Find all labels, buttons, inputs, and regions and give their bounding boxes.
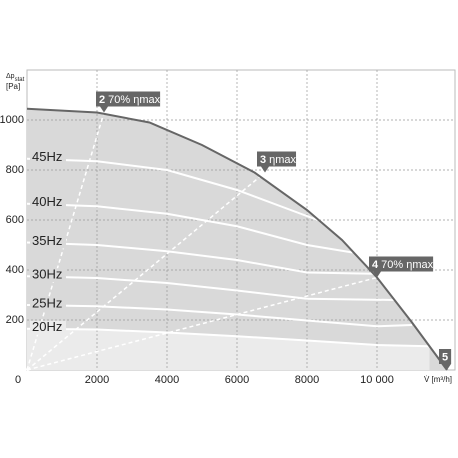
marker-text: 3 ηmax	[260, 154, 297, 166]
x-tick-label: 0	[15, 374, 21, 386]
marker-number: 3	[260, 154, 266, 166]
marker-pointer	[373, 271, 381, 278]
x-label: V̇ [m³/h]	[424, 375, 452, 384]
curve-label-bg	[30, 150, 66, 165]
marker-number: 4	[372, 259, 379, 271]
curve-label: 30Hz	[32, 267, 62, 282]
x-tick-label: 8000	[295, 374, 319, 386]
marker-text: 4 70% ηmax	[372, 259, 434, 271]
curve-label: 40Hz	[32, 194, 62, 209]
marker-number: 5	[442, 351, 448, 363]
low-zone	[27, 328, 430, 370]
marker-pointer	[261, 166, 269, 173]
y-tick-label: 800	[6, 164, 24, 176]
marker-label: 70% ηmax	[381, 259, 433, 271]
efficiency-line	[26, 276, 378, 371]
marker-box	[96, 91, 161, 107]
y-tick-label: 600	[6, 214, 24, 226]
y-label: Δpstat	[6, 73, 25, 83]
marker-pointer	[100, 106, 108, 113]
marker-number: 2	[99, 94, 105, 106]
marker-label: ηmax	[269, 154, 296, 166]
curve-label-bg	[30, 268, 66, 283]
curve-label: 35Hz	[32, 233, 62, 248]
frequency-curve	[26, 275, 395, 301]
frequency-curve	[26, 202, 353, 254]
boundary-curve	[26, 107, 448, 371]
y-tick-label: 1000	[0, 114, 24, 126]
curve-label: 25Hz	[32, 295, 62, 310]
x-tick-label: 10 000	[360, 374, 394, 386]
curve-label-bg	[30, 320, 66, 335]
frequency-curve	[26, 304, 413, 328]
frequency-curve	[26, 241, 374, 275]
y-tick-label: 400	[6, 264, 24, 276]
y-tick-label: 200	[6, 314, 24, 326]
y-unit: [Pa]	[6, 82, 20, 91]
frequency-curve	[26, 327, 430, 348]
marker: 3 ηmax	[257, 151, 297, 173]
curve-label: 20Hz	[32, 319, 62, 334]
marker-text: 5	[442, 351, 448, 363]
marker-box	[257, 151, 297, 167]
curve-label-bg	[30, 234, 66, 249]
curve-label-bg	[30, 297, 66, 311]
y-label-sub: stat	[15, 77, 25, 83]
frequency-curve	[26, 157, 318, 221]
x-tick-label: 4000	[155, 374, 179, 386]
marker-box	[369, 256, 434, 272]
curve-label: 45Hz	[32, 149, 62, 164]
marker-label: 70% ηmax	[108, 94, 160, 106]
marker: 5	[439, 349, 452, 370]
marker: 2 70% ηmax	[96, 91, 161, 113]
marker-pointer	[443, 364, 451, 370]
y-label-main: Δp	[6, 73, 15, 80]
marker-box	[439, 349, 452, 364]
marker: 4 70% ηmax	[369, 256, 434, 278]
efficiency-line	[26, 171, 266, 371]
x-tick-label: 2000	[85, 374, 109, 386]
curve-label-bg	[30, 195, 66, 210]
x-tick-label: 6000	[225, 374, 249, 386]
marker-text: 2 70% ηmax	[99, 94, 161, 106]
